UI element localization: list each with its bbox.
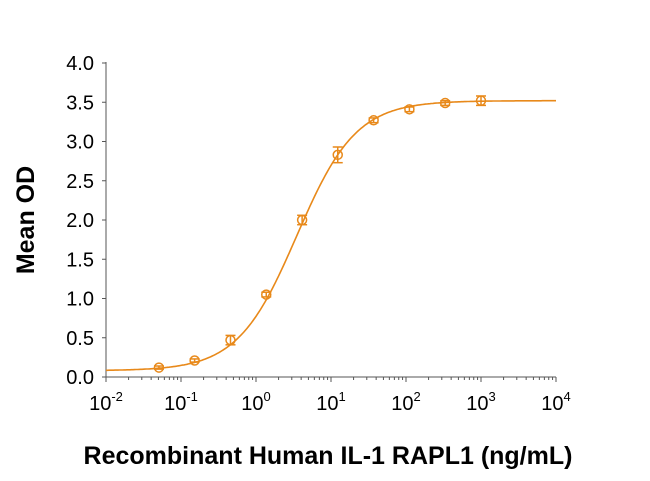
plot-area [106, 95, 556, 373]
y-tick-label: 3.5 [66, 92, 94, 114]
data-point [368, 115, 379, 126]
point-marker [475, 95, 487, 106]
y-tick-label: 2.5 [66, 171, 94, 193]
data-point [261, 289, 272, 300]
y-tick-label: 4.0 [66, 53, 94, 75]
data-point [404, 104, 415, 115]
point-marker [296, 214, 308, 226]
data-point [475, 95, 487, 107]
axes [102, 62, 557, 382]
data-point [332, 146, 343, 164]
point-marker [261, 289, 272, 300]
x-axis-label: Recombinant Human IL-1 RAPL1 (ng/mL) [84, 442, 573, 470]
tick-labels: 0.0 0.5 1.0 1.5 2.0 2.5 3.0 3.5 4.0 10-2 10-1 100 10… [66, 53, 571, 415]
point-marker [404, 104, 415, 115]
y-tick-label: 0.5 [66, 328, 94, 350]
point-marker [189, 355, 200, 366]
point-marker [225, 334, 236, 346]
point-marker [439, 97, 451, 109]
y-axis-label: Mean OD [12, 166, 40, 274]
x-tick-label: 101 [316, 389, 345, 415]
x-tick-label: 100 [241, 389, 270, 415]
x-tick-label: 10-2 [89, 389, 123, 415]
x-tick-label: 102 [391, 389, 420, 415]
y-tick-label: 2.0 [66, 210, 94, 232]
y-tick-label: 1.0 [66, 289, 94, 311]
x-tick-label: 10-1 [164, 389, 198, 415]
fit-curve [106, 99, 556, 372]
data-point [153, 362, 165, 373]
point-marker [153, 362, 165, 373]
y-tick-label: 1.5 [66, 249, 94, 271]
x-tick-label: 104 [541, 389, 570, 415]
data-point [296, 214, 308, 226]
y-tick-label: 3.0 [66, 132, 94, 154]
data-point [225, 334, 236, 346]
x-tick-label: 103 [466, 389, 495, 415]
data-point [439, 97, 451, 109]
point-marker [332, 149, 343, 161]
data-point [189, 355, 200, 366]
y-tick-label: 0.0 [66, 367, 94, 389]
point-marker [368, 115, 379, 126]
